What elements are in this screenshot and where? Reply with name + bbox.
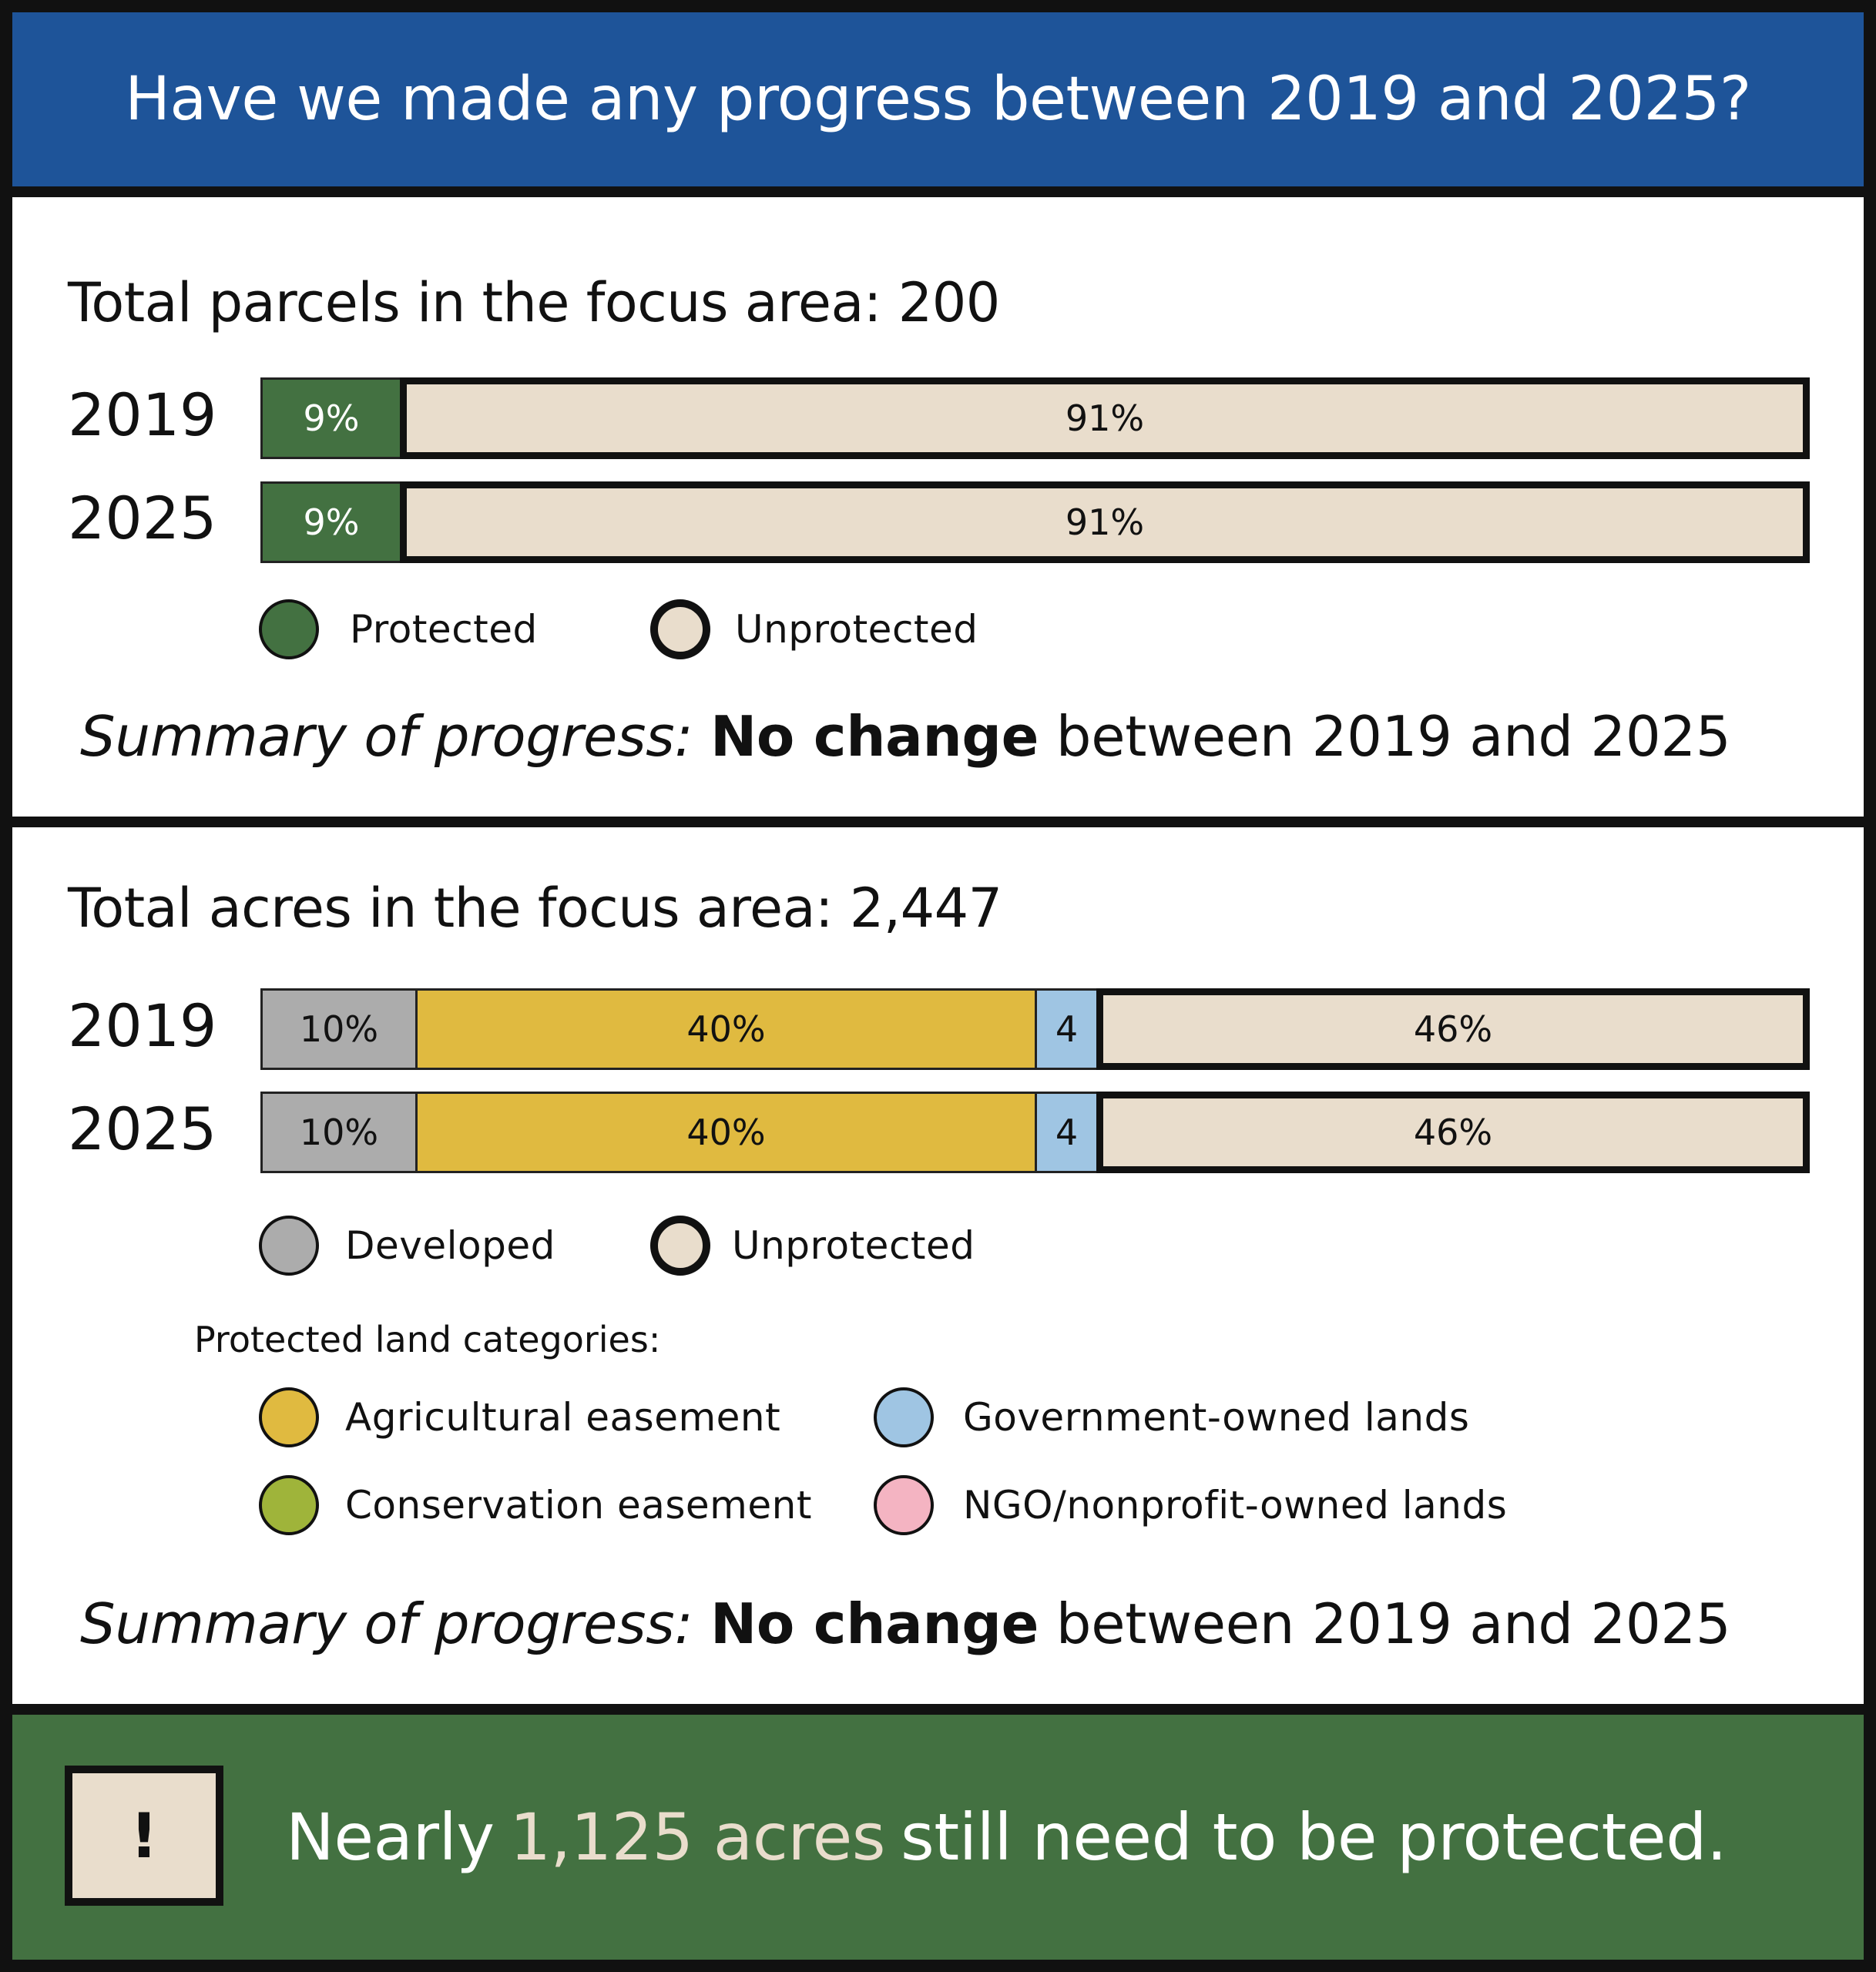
acres-summary: Summary of progress: No change between 2… (80, 1591, 1731, 1656)
bar-developed-2019: 10% (260, 988, 415, 1070)
bar-label-developed-2025: 10% (299, 1112, 379, 1153)
summary-status: No change (710, 704, 1039, 769)
year-label-2025: 2025 (68, 1095, 217, 1163)
unprotected-swatch (650, 1216, 710, 1276)
legend-unprotected-acres: Unprotected (650, 1216, 975, 1276)
legend-unprotected-label: Unprotected (735, 607, 978, 652)
alert-icon: ! (65, 1766, 223, 1906)
parcels-summary: Summary of progress: No change between 2… (80, 704, 1731, 769)
summary-prefix: Summary of progress: (80, 704, 693, 769)
legend-government-label: Government-owned lands (963, 1395, 1470, 1440)
bar-protected-2025: 9% (260, 481, 400, 563)
legend-government: Government-owned lands (874, 1387, 1469, 1447)
legend-conservation-label: Conservation easement (345, 1483, 812, 1528)
summary-rest: between 2019 and 2025 (1055, 704, 1731, 769)
legend-unprotected-acres-label: Unprotected (732, 1223, 975, 1268)
footer-pre: Nearly (286, 1799, 495, 1875)
bar-label-government-owned-lands-2025: 4 (1055, 1112, 1079, 1153)
summary-prefix: Summary of progress: (80, 1591, 693, 1656)
footer-banner: ! Nearly 1,125 acres still need to be pr… (12, 1704, 1864, 1960)
bar-government-owned-lands-2019: 4 (1035, 988, 1096, 1070)
parcels-title: Total parcels in the focus area: 200 (68, 271, 1000, 334)
legend-developed-label: Developed (345, 1223, 555, 1268)
bar-government-owned-lands-2025: 4 (1035, 1092, 1096, 1173)
bar-label-developed-2019: 10% (299, 1008, 379, 1050)
bar-label-unprotected-2025: 91% (1065, 501, 1145, 543)
unprotected-swatch (650, 599, 710, 659)
legend-unprotected: Unprotected (650, 599, 978, 659)
footer-message: Nearly 1,125 acres still need to be prot… (286, 1715, 1727, 1960)
section-divider (12, 817, 1864, 827)
bar-protected-2019: 9% (260, 377, 400, 459)
legend-ngo-label: NGO/nonprofit-owned lands (963, 1483, 1508, 1528)
bar-unprotected-2019: 46% (1096, 988, 1810, 1070)
bar-unprotected-2025: 91% (400, 481, 1810, 563)
government-swatch (874, 1387, 934, 1447)
bar-label-unprotected-2019: 91% (1065, 397, 1145, 439)
bar-agricultural-easement-2025: 40% (415, 1092, 1035, 1173)
conservation-swatch (259, 1475, 319, 1535)
legend-agricultural-label: Agricultural easement (345, 1395, 781, 1440)
categories-title: Protected land categories: (194, 1319, 661, 1360)
bar-developed-2025: 10% (260, 1092, 415, 1173)
bar-unprotected-2025: 46% (1096, 1092, 1810, 1173)
bar-label-unprotected-2019: 46% (1413, 1008, 1493, 1050)
year-label-2019: 2019 (68, 381, 217, 449)
legend-ngo: NGO/nonprofit-owned lands (874, 1475, 1507, 1535)
bar-agricultural-easement-2019: 40% (415, 988, 1035, 1070)
bar-unprotected-2019: 91% (400, 377, 1810, 459)
page-title: Have we made any progress between 2019 a… (125, 65, 1751, 134)
bar-label-protected-2025: 9% (303, 501, 360, 543)
legend-conservation: Conservation easement (259, 1475, 812, 1535)
bar-label-unprotected-2025: 46% (1413, 1112, 1493, 1153)
agricultural-swatch (259, 1387, 319, 1447)
bar-label-agricultural-easement-2025: 40% (686, 1112, 766, 1153)
year-label-2019: 2019 (68, 991, 217, 1060)
protected-swatch (259, 599, 319, 659)
year-label-2025: 2025 (68, 484, 217, 552)
legend-agricultural: Agricultural easement (259, 1387, 780, 1447)
developed-swatch (259, 1216, 319, 1276)
acres-title: Total acres in the focus area: 2,447 (68, 877, 1002, 940)
summary-status: No change (710, 1591, 1039, 1656)
footer-highlight: 1,125 acres (509, 1799, 886, 1875)
ngo-swatch (874, 1475, 934, 1535)
legend-protected-label: Protected (350, 607, 538, 652)
legend-protected: Protected (259, 599, 538, 659)
bar-label-agricultural-easement-2019: 40% (686, 1008, 766, 1050)
footer-post: still need to be protected. (901, 1799, 1727, 1875)
bar-label-government-owned-lands-2019: 4 (1055, 1008, 1079, 1050)
legend-developed: Developed (259, 1216, 555, 1276)
summary-rest: between 2019 and 2025 (1055, 1591, 1731, 1656)
bar-label-protected-2019: 9% (303, 397, 360, 439)
header-banner: Have we made any progress between 2019 a… (12, 12, 1864, 197)
